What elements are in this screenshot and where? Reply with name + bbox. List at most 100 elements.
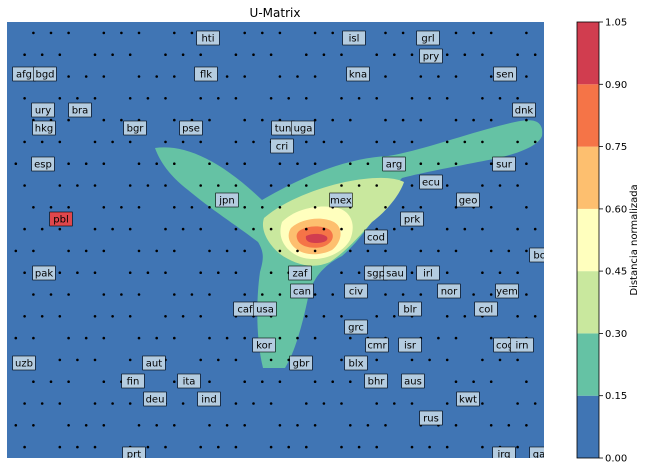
sample-label: cmr <box>365 337 389 353</box>
neuron-dot <box>102 162 106 165</box>
sample-label: ecu <box>419 174 443 190</box>
neuron-dot <box>340 184 343 187</box>
neuron-dot <box>14 336 18 340</box>
sample-label-text: isr <box>404 341 417 352</box>
neuron-dot <box>199 140 202 144</box>
neuron-dot <box>243 336 246 340</box>
colorbar-tick-label: 0.60 <box>605 204 627 215</box>
neuron-dot <box>58 97 62 100</box>
neuron-dot <box>481 445 484 449</box>
neuron-dot <box>533 227 537 231</box>
neuron-dot <box>489 118 493 122</box>
sample-label-box <box>419 48 443 64</box>
neuron-dot <box>234 53 238 56</box>
sample-label-text: arg <box>386 160 402 171</box>
neuron-dot <box>340 53 343 56</box>
neuron-dot <box>208 424 211 427</box>
neuron-dot <box>410 402 414 405</box>
neuron-dot <box>305 445 308 449</box>
neuron-dot <box>111 402 114 405</box>
neuron-dot <box>481 140 484 144</box>
neuron-dot <box>516 97 519 100</box>
sample-label: blr <box>398 301 422 317</box>
neuron-dot <box>137 249 141 253</box>
neuron-dot <box>305 184 308 187</box>
neuron-dot <box>393 227 396 231</box>
neuron-dot <box>305 402 308 405</box>
neuron-dot <box>384 293 387 296</box>
sample-labels: hti isl grl pry afg bgd flk kna sen ury bra dnk hkg b… <box>12 30 544 458</box>
sample-label-box <box>493 66 517 82</box>
neuron-dot <box>437 162 440 165</box>
neuron-dot <box>261 118 264 122</box>
neuron-dot <box>164 184 167 187</box>
neuron-dot <box>401 31 405 35</box>
neuron-dot <box>225 249 229 253</box>
neuron-dot <box>102 424 106 427</box>
neuron-dot <box>208 249 211 253</box>
neuron-dot <box>481 97 484 100</box>
neuron-dot <box>243 293 246 296</box>
neuron-dot <box>225 162 229 165</box>
neuron-dot <box>217 358 220 362</box>
neuron-dot <box>111 53 114 56</box>
neuron-dot <box>533 402 537 405</box>
neuron-dot <box>208 162 211 165</box>
neuron-dot <box>481 53 484 56</box>
neuron-dot <box>463 315 467 318</box>
sample-label-box <box>288 265 312 281</box>
sample-label-box <box>383 265 407 281</box>
neuron-dot <box>128 184 132 187</box>
sample-label: arg <box>382 156 406 172</box>
neuron-dot <box>58 184 62 187</box>
neuron-dot <box>454 380 458 384</box>
sample-label: bra <box>68 102 92 118</box>
sample-label-text: grc <box>348 323 364 334</box>
sample-label-text: flk <box>200 70 212 81</box>
neuron-dot <box>102 336 106 340</box>
neuron-dot <box>93 184 97 187</box>
sample-label-box <box>270 138 294 154</box>
neuron-dot <box>489 336 493 340</box>
neuron-dot <box>58 358 62 362</box>
neuron-dot <box>146 97 150 100</box>
neuron-dot <box>67 31 70 35</box>
colorbar-band <box>577 146 599 209</box>
sample-label-text: bgr <box>127 124 145 135</box>
neuron-dot <box>23 97 26 100</box>
sample-label: sau <box>383 265 407 281</box>
neuron-dot <box>525 293 528 296</box>
neuron-dot <box>225 424 229 427</box>
sample-label-text: pse <box>182 124 200 135</box>
sample-label-box <box>31 156 55 172</box>
neuron-dot <box>208 206 211 209</box>
neuron-dot <box>375 445 379 449</box>
neuron-dot <box>173 380 176 384</box>
sample-label-text: sen <box>496 70 514 81</box>
sample-label-box <box>512 102 536 118</box>
neuron-dot <box>489 380 493 384</box>
neuron-dot <box>401 118 405 122</box>
neuron-dot <box>393 402 396 405</box>
neuron-dot <box>445 271 449 275</box>
sample-label-box <box>253 301 277 317</box>
neuron-dot <box>322 402 326 405</box>
neuron-dot <box>287 184 291 187</box>
neuron-dot <box>472 293 475 296</box>
sample-label: prk <box>400 211 424 227</box>
sample-label-box <box>121 373 145 389</box>
neuron-dot <box>472 380 475 384</box>
sample-label: bhr <box>364 373 388 389</box>
sample-label-box <box>329 192 353 208</box>
neuron-dot <box>234 445 238 449</box>
neuron-dot <box>14 424 18 427</box>
neuron-dot <box>305 140 308 144</box>
sample-label-text: aus <box>404 377 422 388</box>
neuron-dot <box>199 315 202 318</box>
neuron-dot <box>278 424 282 427</box>
neuron-dot <box>357 271 361 275</box>
sample-label: sen <box>493 66 517 82</box>
neuron-dot <box>349 162 352 165</box>
sample-label-text: cog <box>496 341 514 352</box>
neuron-dot <box>269 184 273 187</box>
